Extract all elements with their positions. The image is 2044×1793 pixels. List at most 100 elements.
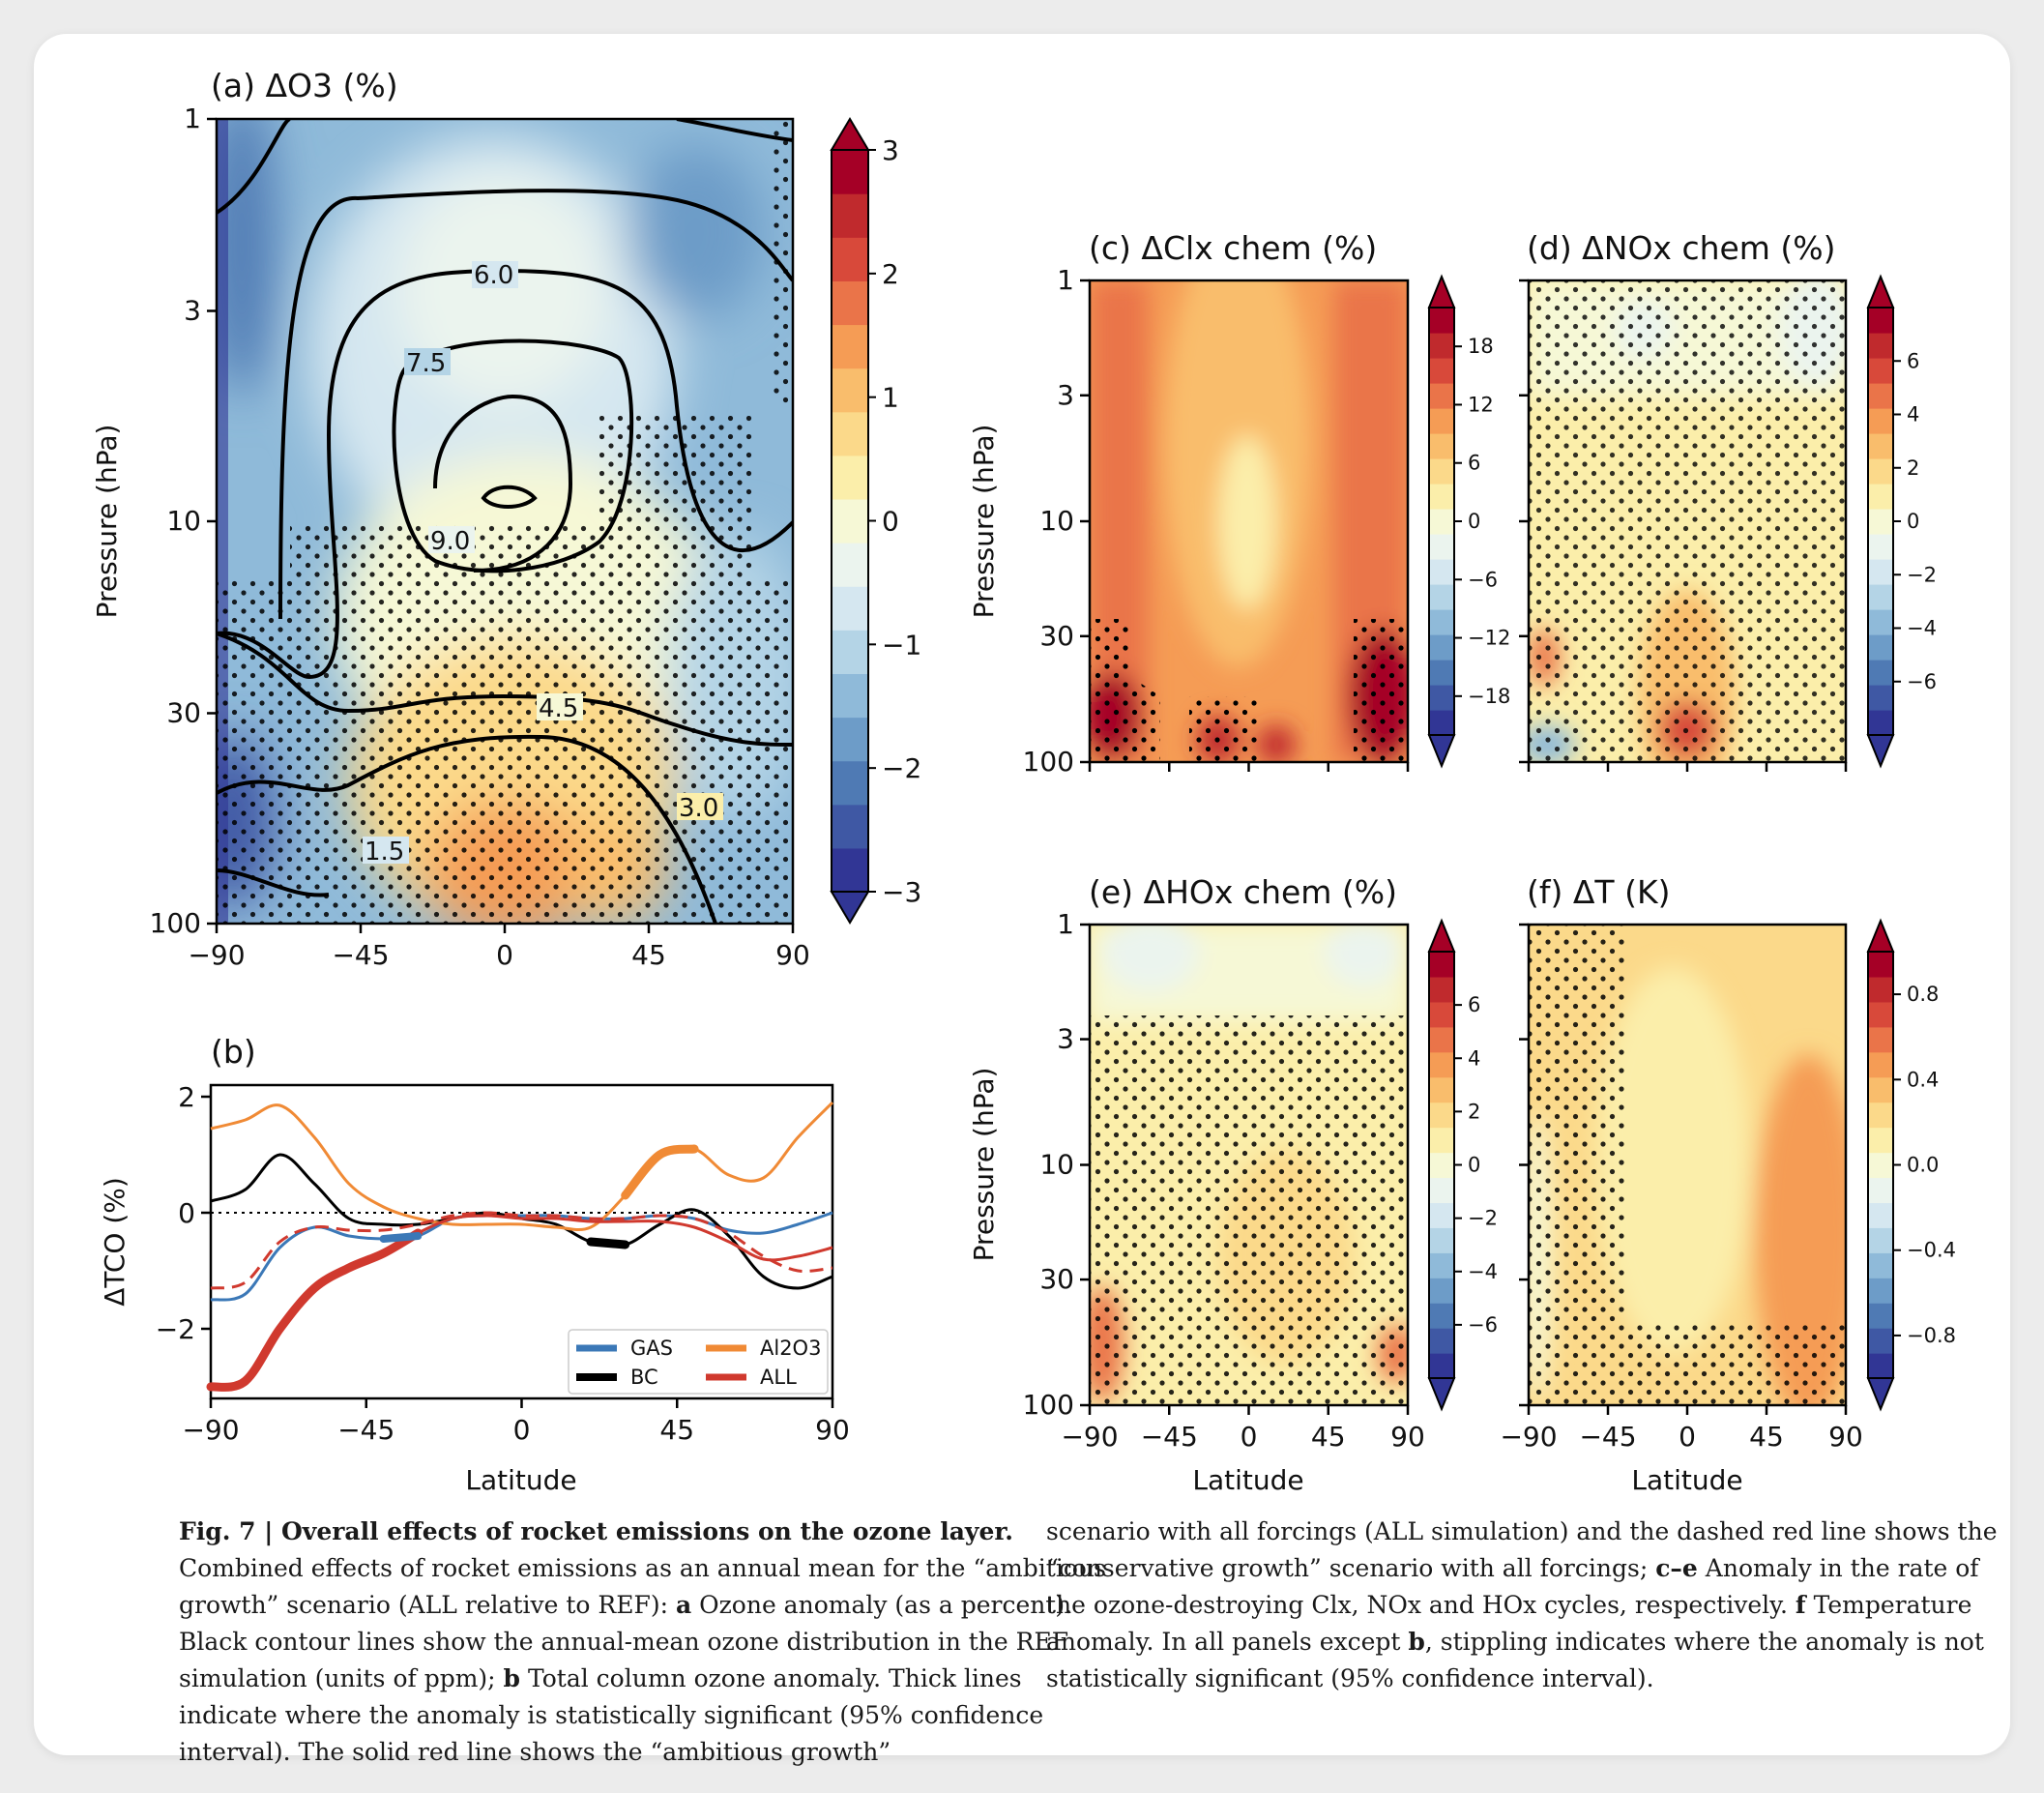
cbar-f-bottom-arrow — [1866, 1377, 1895, 1412]
caption-a-text: Ozone anomaly (as a percent). Black cont… — [179, 1591, 1073, 1692]
ytick-label-e-0: 1 — [1057, 908, 1074, 940]
panel-a-title: (a) ΔO3 (%) — [211, 67, 398, 104]
xtick-label-b-4: 90 — [815, 1414, 850, 1446]
ytick-label-e-1: 3 — [1057, 1023, 1074, 1055]
cbar-a-bin-5 — [832, 630, 868, 675]
panel-c-ylabel: Pressure (hPa) — [968, 425, 1000, 619]
cbar-a-bin-1 — [832, 804, 868, 849]
caption-f-text: Temperature anomaly. In all panels excep… — [1046, 1591, 1972, 1656]
cbar-d-bin-2 — [1868, 660, 1893, 686]
cbar-a-bin-0 — [832, 847, 868, 893]
cbar-e-top-arrow — [1427, 918, 1456, 953]
contour-label-3.0: 3.0 — [679, 794, 718, 823]
xtick-label-f-1: −45 — [1579, 1421, 1636, 1453]
cbar-c-bin-5 — [1429, 584, 1454, 610]
cbar-f-bin-7 — [1868, 1177, 1893, 1204]
xtick-label-e-3: 45 — [1311, 1421, 1346, 1453]
cbar-e-bin-15 — [1429, 976, 1454, 1003]
cbar-a-bin-8 — [832, 498, 868, 544]
cbar-c-bin-11 — [1429, 433, 1454, 459]
cbar-f-bin-0 — [1868, 1353, 1893, 1379]
panel-f: (f) ΔT (K) −90 −45 0 45 90 Latitude 0.80.40.… — [1500, 873, 1956, 1496]
cbar-e-bin-13 — [1429, 1026, 1454, 1053]
cbar-c-bin-9 — [1429, 484, 1454, 510]
panel-a-x-axis: −90 −45 0 45 90 — [188, 924, 810, 971]
ytick-label-a-4: 100 — [150, 907, 201, 939]
panel-e-colorbar: 6 4 2 0 −2 −4 −6 — [1427, 918, 1498, 1412]
cbar-d-tick-label-1: 4 — [1907, 403, 1919, 426]
panel-d-colorbar: 6 4 2 0 −2 −4 −6 — [1866, 274, 1937, 769]
cbar-e-tick-label-6: −6 — [1468, 1313, 1498, 1337]
cbar-e-bin-12 — [1429, 1051, 1454, 1078]
cbar-c-bin-8 — [1429, 509, 1454, 535]
cbar-e-tick-label-5: −4 — [1468, 1260, 1498, 1283]
contour-label-9.0: 9.0 — [430, 527, 470, 556]
cbar-d-bin-8 — [1868, 509, 1893, 535]
cbar-e-bin-9 — [1429, 1127, 1454, 1154]
cbar-c-tick-label-6: −18 — [1468, 685, 1510, 708]
panel-d-title: (d) ΔNOx chem (%) — [1527, 229, 1836, 267]
cbar-a-bin-16 — [832, 150, 868, 194]
caption-right-text-1: scenario with all forcings (ALL simulati… — [1046, 1517, 1998, 1582]
cbar-c-bin-6 — [1429, 559, 1454, 585]
cbar-d-bin-7 — [1868, 534, 1893, 560]
cbar-e-bin-0 — [1429, 1353, 1454, 1379]
cbar-a-bin-3 — [832, 717, 868, 762]
panel-b-legend: GAS Al2O3 BC ALL — [568, 1329, 829, 1395]
cbar-f-bin-16 — [1868, 952, 1893, 978]
panel-f-y-axis — [1519, 923, 1529, 1407]
legend-label-all: ALL — [760, 1366, 797, 1389]
cbar-a-bin-6 — [832, 586, 868, 631]
cbar-f-bin-14 — [1868, 1001, 1893, 1028]
cbar-c-bin-16 — [1429, 308, 1454, 334]
caption-left: Fig. 7 | Overall effects of rocket emiss… — [179, 1514, 1107, 1771]
caption-right-text-2: , stippling indicates where the anomaly … — [1046, 1628, 1984, 1692]
cbar-d-bin-6 — [1868, 559, 1893, 585]
xtick-label-e-0: −90 — [1061, 1421, 1118, 1453]
cbar-e-tick-label-3: 0 — [1468, 1154, 1480, 1177]
xtick-label-f-3: 45 — [1749, 1421, 1784, 1453]
cbar-d-bin-12 — [1868, 408, 1893, 434]
cbar-f-top-arrow — [1866, 918, 1895, 953]
cbar-a-tick-label-2: 1 — [882, 382, 899, 414]
caption-b-label: b — [503, 1664, 521, 1692]
ytick-label-a-1: 3 — [184, 294, 201, 326]
cbar-f-tick-label-2: 0.0 — [1907, 1154, 1939, 1177]
cbar-d-bin-16 — [1868, 308, 1893, 334]
cbar-f-bin-8 — [1868, 1152, 1893, 1179]
cbar-e-bin-14 — [1429, 1001, 1454, 1028]
xtick-label-b-1: −45 — [337, 1414, 394, 1446]
cbar-e-tick-label-2: 2 — [1468, 1100, 1480, 1123]
xtick-label-b-3: 45 — [659, 1414, 694, 1446]
cbar-d-bottom-arrow — [1866, 734, 1895, 769]
cbar-a-bin-9 — [832, 455, 868, 500]
series-line-gas — [210, 1211, 833, 1302]
caption-ce-text: Anomaly in the rate of the ozone-destroy… — [1046, 1554, 1979, 1619]
gas-significant-segment — [379, 1232, 423, 1243]
cbar-f-bin-9 — [1868, 1127, 1893, 1154]
xtick-label-b-0: −90 — [182, 1414, 239, 1446]
cbar-f-bin-6 — [1868, 1202, 1893, 1228]
panel-a-ylabel: Pressure (hPa) — [91, 425, 123, 619]
xtick-label-a-0: −90 — [188, 939, 245, 971]
xtick-label-e-1: −45 — [1141, 1421, 1198, 1453]
panel-b-x-axis: −90 −45 0 45 90 — [182, 1398, 850, 1446]
cbar-c-bin-10 — [1429, 458, 1454, 485]
panel-e-ylabel: Pressure (hPa) — [968, 1068, 1000, 1262]
all-significant-segment — [206, 1228, 423, 1392]
cbar-c-tick-label-5: −12 — [1468, 627, 1510, 650]
cbar-e-bin-16 — [1429, 952, 1454, 978]
cbar-d-bin-11 — [1868, 433, 1893, 459]
cbar-c-tick-label-4: −6 — [1468, 568, 1498, 591]
cbar-f-bin-3 — [1868, 1278, 1893, 1304]
cbar-e-bin-6 — [1429, 1202, 1454, 1228]
cbar-c-bin-15 — [1429, 333, 1454, 359]
xtick-label-a-3: 45 — [631, 939, 666, 971]
ytick-label-c-0: 1 — [1057, 264, 1074, 296]
cbar-d-bin-3 — [1868, 634, 1893, 661]
ytick-label-b-1: 0 — [178, 1197, 195, 1229]
ytick-label-e-4: 100 — [1023, 1389, 1074, 1421]
panel-d-y-axis — [1519, 279, 1529, 764]
